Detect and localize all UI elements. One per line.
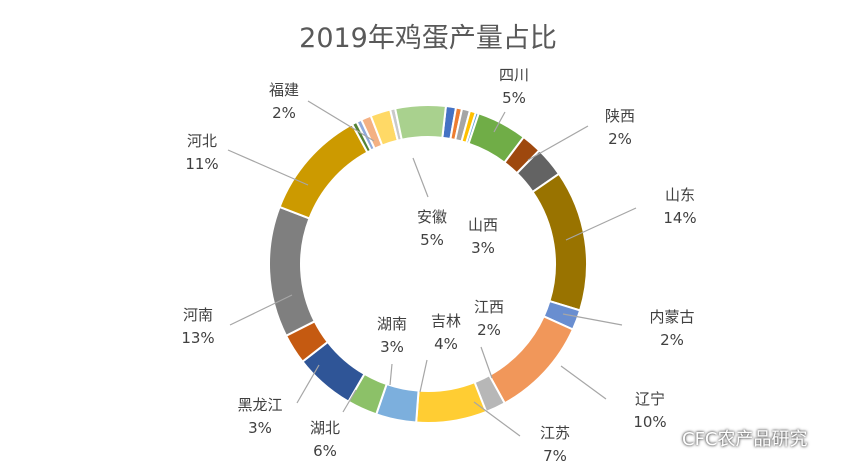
donut-slice-山东: [531, 172, 588, 312]
watermark-text: CFC农产品研究: [682, 429, 808, 450]
slice-label-name: 黑龙江: [237, 396, 282, 414]
chart-title: 2019年鸡蛋产量占比: [299, 23, 557, 54]
slice-label-name: 湖北: [310, 419, 340, 437]
leader-line: [480, 346, 493, 379]
slice-label-name: 陕西: [605, 107, 635, 125]
slice-label-percent: 13%: [181, 329, 214, 347]
leader-line: [296, 364, 320, 404]
slice-label-name: 辽宁: [635, 390, 665, 408]
slice-label-percent: 7%: [543, 447, 567, 465]
slice-label-name: 河北: [187, 132, 217, 150]
slice-label-percent: 3%: [380, 338, 404, 356]
leader-line: [562, 313, 623, 326]
slice-label-percent: 2%: [272, 104, 296, 122]
slice-label-name: 河南: [183, 306, 213, 324]
leader-line: [419, 359, 428, 393]
slice-label-name: 四川: [499, 66, 529, 84]
leader-line: [307, 100, 375, 142]
slice-label-percent: 3%: [248, 419, 272, 437]
donut-slice-辽宁: [487, 315, 575, 405]
donut-slice-安徽: [393, 104, 448, 141]
leader-line: [342, 389, 357, 413]
slice-labels: 四川 5% 陕西 2% 山西 3% 山东 14% 内蒙古 2% 辽宁 10% 江西 2% 江苏 7% 吉林 4% 湖…: [181, 66, 696, 465]
slice-label-name: 山东: [665, 186, 695, 204]
leader-line: [227, 149, 309, 186]
leader-line: [229, 294, 293, 326]
slice-label-name: 湖南: [377, 315, 407, 333]
slice-label-percent: 6%: [313, 442, 337, 460]
slice-label-name: 福建: [269, 81, 299, 99]
slice-label-name: 内蒙古: [649, 308, 694, 326]
slice-label-name: 山西: [468, 216, 498, 234]
slice-label-percent: 10%: [633, 413, 666, 431]
leader-line: [565, 207, 637, 241]
watermark: CFC农产品研究: [652, 424, 808, 452]
slice-label-percent: 2%: [608, 130, 632, 148]
slice-label-percent: 5%: [420, 231, 444, 249]
donut-slices: [268, 104, 588, 424]
donut-slice-河南: [268, 205, 317, 338]
leader-line: [560, 365, 607, 400]
donut-slice-河北: [278, 122, 369, 220]
leader-line: [412, 157, 429, 198]
leader-lines: [227, 100, 637, 437]
slice-label-percent: 2%: [660, 331, 684, 349]
slice-label-percent: 14%: [663, 209, 696, 227]
wechat-icon: [652, 428, 675, 447]
slice-label-percent: 3%: [471, 239, 495, 257]
slice-label-percent: 11%: [185, 155, 218, 173]
leader-line: [527, 125, 589, 161]
leader-line: [389, 363, 393, 386]
slice-label-percent: 2%: [477, 321, 501, 339]
slice-label-name: 安徽: [417, 208, 447, 226]
slice-label-name: 江苏: [540, 424, 570, 442]
slice-label-percent: 4%: [434, 335, 458, 353]
leader-line: [493, 111, 506, 133]
leader-line: [473, 401, 521, 437]
slice-label-percent: 5%: [502, 89, 526, 107]
slice-label-name: 吉林: [431, 312, 461, 330]
slice-label-name: 江西: [474, 298, 504, 316]
